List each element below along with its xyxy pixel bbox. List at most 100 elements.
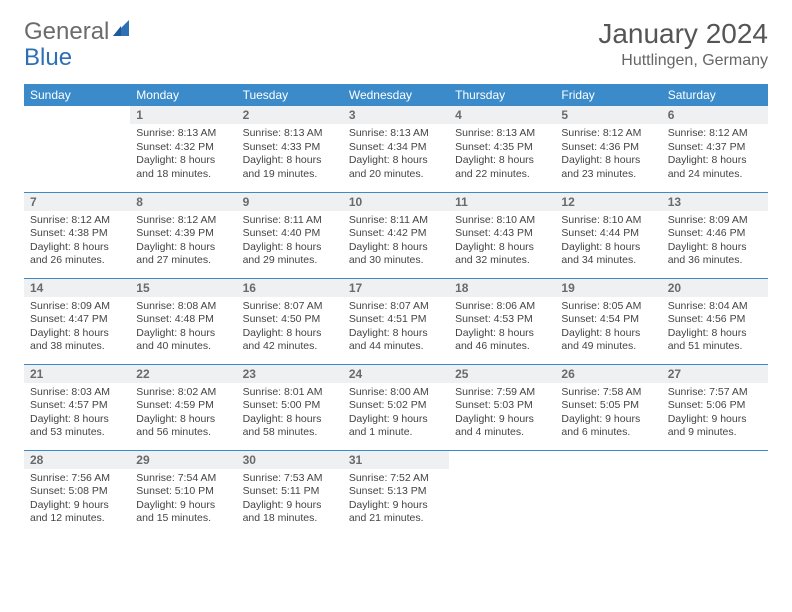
day-number: 11 bbox=[449, 193, 555, 211]
day-number: 7 bbox=[24, 193, 130, 211]
day-details: Sunrise: 8:11 AMSunset: 4:42 PMDaylight:… bbox=[343, 211, 449, 275]
calendar-cell: 7Sunrise: 8:12 AMSunset: 4:38 PMDaylight… bbox=[24, 192, 130, 278]
calendar-cell bbox=[24, 106, 130, 192]
calendar-week-row: 7Sunrise: 8:12 AMSunset: 4:38 PMDaylight… bbox=[24, 192, 768, 278]
day-number: 23 bbox=[237, 365, 343, 383]
calendar-week-row: 21Sunrise: 8:03 AMSunset: 4:57 PMDayligh… bbox=[24, 364, 768, 450]
calendar-cell: 18Sunrise: 8:06 AMSunset: 4:53 PMDayligh… bbox=[449, 278, 555, 364]
day-number: 22 bbox=[130, 365, 236, 383]
day-details: Sunrise: 7:53 AMSunset: 5:11 PMDaylight:… bbox=[237, 469, 343, 533]
weekday-header: Monday bbox=[130, 84, 236, 106]
day-number: 26 bbox=[555, 365, 661, 383]
calendar-cell: 9Sunrise: 8:11 AMSunset: 4:40 PMDaylight… bbox=[237, 192, 343, 278]
brand-text-general: General bbox=[24, 18, 109, 46]
day-number: 27 bbox=[662, 365, 768, 383]
calendar-cell: 13Sunrise: 8:09 AMSunset: 4:46 PMDayligh… bbox=[662, 192, 768, 278]
calendar-cell: 11Sunrise: 8:10 AMSunset: 4:43 PMDayligh… bbox=[449, 192, 555, 278]
brand-text-blue-wrap: Blue bbox=[24, 44, 72, 72]
calendar-cell bbox=[555, 450, 661, 536]
calendar-cell: 3Sunrise: 8:13 AMSunset: 4:34 PMDaylight… bbox=[343, 106, 449, 192]
weekday-header: Friday bbox=[555, 84, 661, 106]
location-text: Huttlingen, Germany bbox=[598, 52, 768, 70]
brand-text-blue: Blue bbox=[24, 44, 72, 71]
day-number: 16 bbox=[237, 279, 343, 297]
day-details: Sunrise: 7:57 AMSunset: 5:06 PMDaylight:… bbox=[662, 383, 768, 447]
day-details: Sunrise: 8:04 AMSunset: 4:56 PMDaylight:… bbox=[662, 297, 768, 361]
day-number: 5 bbox=[555, 106, 661, 124]
day-details: Sunrise: 8:10 AMSunset: 4:43 PMDaylight:… bbox=[449, 211, 555, 275]
calendar-cell: 20Sunrise: 8:04 AMSunset: 4:56 PMDayligh… bbox=[662, 278, 768, 364]
day-number: 24 bbox=[343, 365, 449, 383]
day-details: Sunrise: 8:05 AMSunset: 4:54 PMDaylight:… bbox=[555, 297, 661, 361]
day-details: Sunrise: 8:12 AMSunset: 4:36 PMDaylight:… bbox=[555, 124, 661, 188]
weekday-header: Wednesday bbox=[343, 84, 449, 106]
day-details: Sunrise: 8:06 AMSunset: 4:53 PMDaylight:… bbox=[449, 297, 555, 361]
calendar-cell: 29Sunrise: 7:54 AMSunset: 5:10 PMDayligh… bbox=[130, 450, 236, 536]
day-details: Sunrise: 8:00 AMSunset: 5:02 PMDaylight:… bbox=[343, 383, 449, 447]
day-details: Sunrise: 7:58 AMSunset: 5:05 PMDaylight:… bbox=[555, 383, 661, 447]
calendar-cell: 1Sunrise: 8:13 AMSunset: 4:32 PMDaylight… bbox=[130, 106, 236, 192]
day-details: Sunrise: 8:07 AMSunset: 4:50 PMDaylight:… bbox=[237, 297, 343, 361]
calendar-cell: 12Sunrise: 8:10 AMSunset: 4:44 PMDayligh… bbox=[555, 192, 661, 278]
day-number: 31 bbox=[343, 451, 449, 469]
calendar-cell: 28Sunrise: 7:56 AMSunset: 5:08 PMDayligh… bbox=[24, 450, 130, 536]
logo-sail-icon bbox=[111, 18, 133, 40]
calendar-cell: 10Sunrise: 8:11 AMSunset: 4:42 PMDayligh… bbox=[343, 192, 449, 278]
calendar-cell bbox=[662, 450, 768, 536]
day-details: Sunrise: 8:02 AMSunset: 4:59 PMDaylight:… bbox=[130, 383, 236, 447]
day-number: 25 bbox=[449, 365, 555, 383]
calendar-cell: 4Sunrise: 8:13 AMSunset: 4:35 PMDaylight… bbox=[449, 106, 555, 192]
day-details: Sunrise: 8:13 AMSunset: 4:33 PMDaylight:… bbox=[237, 124, 343, 188]
calendar-cell: 25Sunrise: 7:59 AMSunset: 5:03 PMDayligh… bbox=[449, 364, 555, 450]
day-details: Sunrise: 8:11 AMSunset: 4:40 PMDaylight:… bbox=[237, 211, 343, 275]
day-number: 4 bbox=[449, 106, 555, 124]
calendar-cell: 22Sunrise: 8:02 AMSunset: 4:59 PMDayligh… bbox=[130, 364, 236, 450]
calendar-cell: 16Sunrise: 8:07 AMSunset: 4:50 PMDayligh… bbox=[237, 278, 343, 364]
day-number: 8 bbox=[130, 193, 236, 211]
title-block: January 2024 Huttlingen, Germany bbox=[598, 18, 768, 70]
day-details: Sunrise: 8:12 AMSunset: 4:38 PMDaylight:… bbox=[24, 211, 130, 275]
day-details: Sunrise: 8:01 AMSunset: 5:00 PMDaylight:… bbox=[237, 383, 343, 447]
day-details: Sunrise: 7:56 AMSunset: 5:08 PMDaylight:… bbox=[24, 469, 130, 533]
calendar-cell: 24Sunrise: 8:00 AMSunset: 5:02 PMDayligh… bbox=[343, 364, 449, 450]
calendar-cell: 31Sunrise: 7:52 AMSunset: 5:13 PMDayligh… bbox=[343, 450, 449, 536]
day-number: 17 bbox=[343, 279, 449, 297]
calendar-cell: 21Sunrise: 8:03 AMSunset: 4:57 PMDayligh… bbox=[24, 364, 130, 450]
calendar-week-row: 14Sunrise: 8:09 AMSunset: 4:47 PMDayligh… bbox=[24, 278, 768, 364]
day-details: Sunrise: 8:13 AMSunset: 4:35 PMDaylight:… bbox=[449, 124, 555, 188]
day-details: Sunrise: 8:12 AMSunset: 4:39 PMDaylight:… bbox=[130, 211, 236, 275]
day-number: 10 bbox=[343, 193, 449, 211]
day-number: 12 bbox=[555, 193, 661, 211]
day-number: 9 bbox=[237, 193, 343, 211]
day-number: 19 bbox=[555, 279, 661, 297]
weekday-header: Tuesday bbox=[237, 84, 343, 106]
day-number: 15 bbox=[130, 279, 236, 297]
day-details: Sunrise: 8:13 AMSunset: 4:32 PMDaylight:… bbox=[130, 124, 236, 188]
weekday-header: Saturday bbox=[662, 84, 768, 106]
day-number: 30 bbox=[237, 451, 343, 469]
calendar-week-row: 1Sunrise: 8:13 AMSunset: 4:32 PMDaylight… bbox=[24, 106, 768, 192]
calendar-cell: 23Sunrise: 8:01 AMSunset: 5:00 PMDayligh… bbox=[237, 364, 343, 450]
day-details: Sunrise: 7:54 AMSunset: 5:10 PMDaylight:… bbox=[130, 469, 236, 533]
day-details: Sunrise: 8:03 AMSunset: 4:57 PMDaylight:… bbox=[24, 383, 130, 447]
calendar-cell: 19Sunrise: 8:05 AMSunset: 4:54 PMDayligh… bbox=[555, 278, 661, 364]
day-details: Sunrise: 7:59 AMSunset: 5:03 PMDaylight:… bbox=[449, 383, 555, 447]
day-number: 13 bbox=[662, 193, 768, 211]
calendar-cell: 17Sunrise: 8:07 AMSunset: 4:51 PMDayligh… bbox=[343, 278, 449, 364]
weekday-header: Thursday bbox=[449, 84, 555, 106]
calendar-cell: 26Sunrise: 7:58 AMSunset: 5:05 PMDayligh… bbox=[555, 364, 661, 450]
calendar-cell: 5Sunrise: 8:12 AMSunset: 4:36 PMDaylight… bbox=[555, 106, 661, 192]
calendar-cell: 15Sunrise: 8:08 AMSunset: 4:48 PMDayligh… bbox=[130, 278, 236, 364]
day-number: 28 bbox=[24, 451, 130, 469]
calendar-cell bbox=[449, 450, 555, 536]
day-details: Sunrise: 8:09 AMSunset: 4:46 PMDaylight:… bbox=[662, 211, 768, 275]
calendar-body: 1Sunrise: 8:13 AMSunset: 4:32 PMDaylight… bbox=[24, 106, 768, 536]
logo: General bbox=[24, 18, 133, 46]
header: General January 2024 Huttlingen, Germany bbox=[24, 18, 768, 70]
calendar-cell: 6Sunrise: 8:12 AMSunset: 4:37 PMDaylight… bbox=[662, 106, 768, 192]
day-number: 2 bbox=[237, 106, 343, 124]
day-details: Sunrise: 8:10 AMSunset: 4:44 PMDaylight:… bbox=[555, 211, 661, 275]
day-details: Sunrise: 8:07 AMSunset: 4:51 PMDaylight:… bbox=[343, 297, 449, 361]
weekday-header: Sunday bbox=[24, 84, 130, 106]
calendar-cell: 8Sunrise: 8:12 AMSunset: 4:39 PMDaylight… bbox=[130, 192, 236, 278]
